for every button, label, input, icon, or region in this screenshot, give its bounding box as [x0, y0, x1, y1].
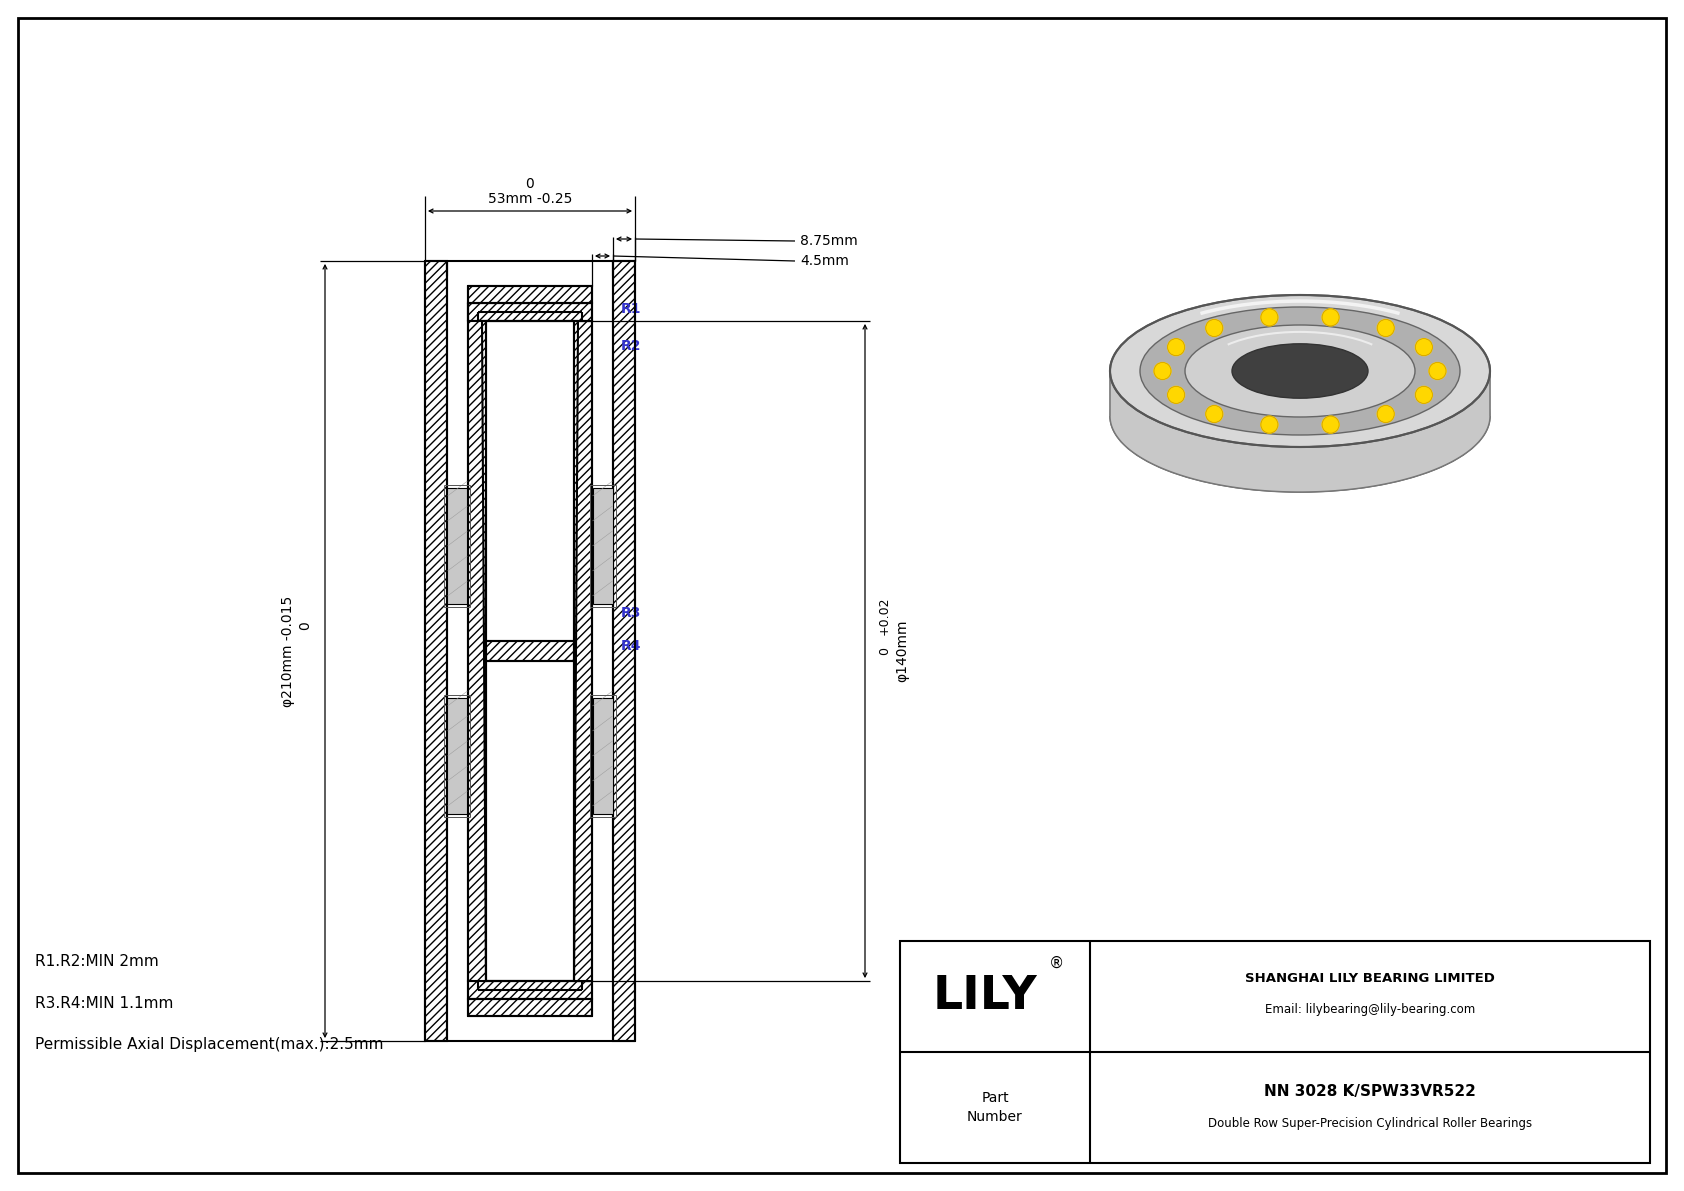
Polygon shape	[424, 261, 446, 1041]
Circle shape	[1154, 362, 1170, 380]
Text: SHANGHAI LILY BEARING LIMITED: SHANGHAI LILY BEARING LIMITED	[1244, 972, 1495, 985]
Text: φ210mm -0.015: φ210mm -0.015	[281, 596, 295, 706]
Circle shape	[1430, 362, 1447, 380]
Text: 0: 0	[877, 647, 891, 655]
Text: 4.5mm: 4.5mm	[800, 254, 849, 268]
Circle shape	[1415, 338, 1433, 356]
Circle shape	[1378, 405, 1394, 423]
Circle shape	[1322, 416, 1339, 434]
Text: R1: R1	[621, 303, 642, 316]
Ellipse shape	[1233, 344, 1367, 398]
Polygon shape	[487, 641, 574, 661]
Text: R3: R3	[621, 606, 642, 621]
Text: R4: R4	[621, 640, 642, 653]
Text: 0: 0	[298, 622, 312, 630]
Polygon shape	[468, 322, 487, 981]
Ellipse shape	[1140, 307, 1460, 435]
Circle shape	[1206, 319, 1223, 337]
Text: φ140mm: φ140mm	[894, 619, 909, 682]
Polygon shape	[613, 261, 635, 1041]
Text: ®: ®	[1049, 956, 1064, 971]
Ellipse shape	[1110, 295, 1490, 447]
Text: 53mm -0.25: 53mm -0.25	[488, 192, 573, 206]
Text: R3.R4:MIN 1.1mm: R3.R4:MIN 1.1mm	[35, 996, 173, 1010]
Polygon shape	[899, 941, 1650, 1162]
Circle shape	[1322, 308, 1339, 326]
Polygon shape	[448, 698, 468, 813]
Polygon shape	[468, 286, 593, 303]
Text: R1.R2:MIN 2mm: R1.R2:MIN 2mm	[35, 954, 158, 968]
Circle shape	[1415, 386, 1433, 404]
Circle shape	[1378, 319, 1394, 337]
Text: 8.75mm: 8.75mm	[800, 233, 857, 248]
Text: +0.02: +0.02	[877, 597, 891, 635]
Text: Permissible Axial Displacement(max.):2.5mm: Permissible Axial Displacement(max.):2.5…	[35, 1037, 384, 1053]
Polygon shape	[448, 488, 468, 604]
Polygon shape	[593, 488, 613, 604]
Polygon shape	[468, 303, 593, 322]
Circle shape	[1261, 308, 1278, 326]
Text: Email: lilybearing@lily-bearing.com: Email: lilybearing@lily-bearing.com	[1265, 1003, 1475, 1016]
Text: NN 3028 K/SPW33VR522: NN 3028 K/SPW33VR522	[1265, 1084, 1475, 1099]
Circle shape	[1261, 416, 1278, 434]
Ellipse shape	[1186, 325, 1415, 417]
Polygon shape	[574, 322, 593, 981]
Ellipse shape	[1110, 339, 1490, 492]
Text: LILY: LILY	[933, 974, 1037, 1019]
Polygon shape	[593, 698, 613, 813]
Text: Double Row Super-Precision Cylindrical Roller Bearings: Double Row Super-Precision Cylindrical R…	[1207, 1117, 1532, 1130]
Polygon shape	[468, 999, 593, 1016]
Polygon shape	[468, 981, 593, 999]
Circle shape	[1167, 386, 1184, 404]
Ellipse shape	[1233, 388, 1367, 443]
Text: R2: R2	[621, 339, 642, 353]
Polygon shape	[1110, 372, 1490, 492]
Text: 0: 0	[525, 177, 534, 191]
Circle shape	[1206, 405, 1223, 423]
Text: Part
Number: Part Number	[967, 1091, 1022, 1124]
Circle shape	[1167, 338, 1184, 356]
